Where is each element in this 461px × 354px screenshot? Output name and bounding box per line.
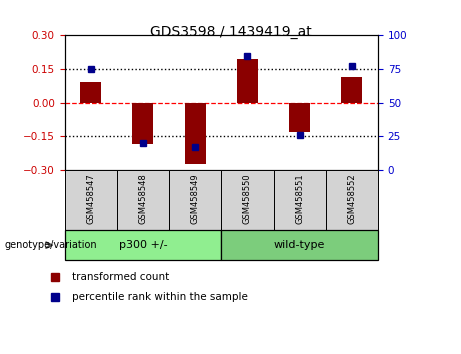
FancyBboxPatch shape [273,170,326,230]
Text: p300 +/-: p300 +/- [118,240,167,250]
FancyBboxPatch shape [326,170,378,230]
FancyBboxPatch shape [65,230,221,260]
Text: transformed count: transformed count [72,272,169,282]
Text: genotype/variation: genotype/variation [5,240,97,250]
Bar [289,103,310,132]
FancyBboxPatch shape [169,170,221,230]
Text: GSM458550: GSM458550 [243,173,252,224]
Bar [185,103,206,164]
Bar [342,77,362,103]
Text: percentile rank within the sample: percentile rank within the sample [72,292,248,302]
Text: GSM458548: GSM458548 [138,173,148,224]
Text: GSM458552: GSM458552 [348,173,356,224]
Text: wild-type: wild-type [274,240,325,250]
Text: GSM458551: GSM458551 [295,173,304,224]
FancyBboxPatch shape [221,230,378,260]
FancyBboxPatch shape [117,170,169,230]
FancyBboxPatch shape [221,170,273,230]
Bar [237,59,258,103]
Bar [132,103,154,144]
FancyBboxPatch shape [65,170,117,230]
Bar [80,82,101,103]
Text: GSM458549: GSM458549 [191,173,200,224]
Text: GSM458547: GSM458547 [86,173,95,224]
Text: GDS3598 / 1439419_at: GDS3598 / 1439419_at [150,25,311,39]
